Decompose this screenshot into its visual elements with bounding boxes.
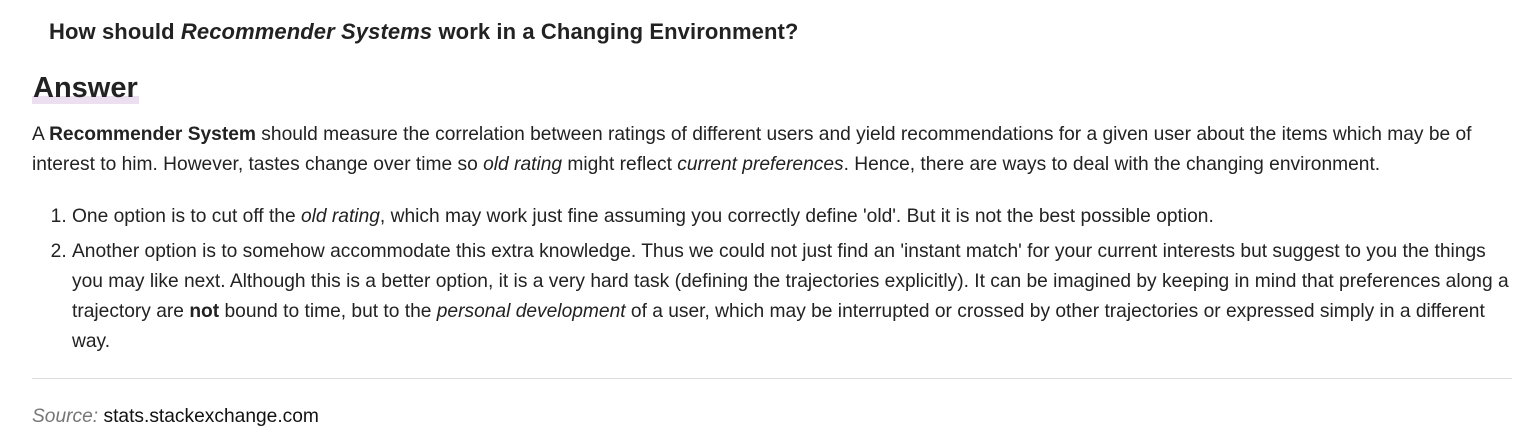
intro-text-2: should measure the correlation between r… — [32, 124, 1472, 175]
answer-heading: Answer — [32, 70, 139, 106]
source-label: Source: — [32, 406, 99, 427]
list-item: One option is to cut off the old rating,… — [72, 202, 1512, 232]
question-prefix: How should — [49, 19, 181, 44]
option-2-bold: not — [189, 301, 220, 322]
intro-italic-current-preferences: current preferences — [677, 154, 844, 175]
option-1-text-1: One option is to cut off the — [72, 206, 301, 227]
intro-text-1: A — [32, 124, 50, 145]
source-value: stats.stackexchange.com — [103, 406, 319, 427]
answer-intro-paragraph: A Recommender System should measure the … — [32, 120, 1512, 180]
intro-text-4: . Hence, there are ways to deal with the… — [843, 154, 1381, 175]
option-2-text-2: bound to time, but to the — [219, 301, 437, 322]
intro-italic-old-rating: old rating — [483, 154, 563, 175]
option-2-italic: personal development — [436, 301, 626, 322]
source-line: Source: stats.stackexchange.com — [32, 404, 319, 430]
intro-text-3: might reflect — [562, 154, 678, 175]
list-item: Another option is to somehow accommodate… — [72, 237, 1512, 357]
option-1-text-2: , which may work just fine assuming you … — [379, 206, 1214, 227]
question-suffix: work in a Changing Environment? — [432, 19, 799, 44]
question-title: How should Recommender Systems work in a… — [49, 19, 798, 45]
divider — [32, 378, 1512, 379]
option-2-text-3: of a user, which may be interrupted or c… — [72, 301, 1485, 352]
option-1-italic: old rating — [300, 206, 380, 227]
answer-heading-text: Answer — [32, 72, 139, 104]
option-2-text-1: Another option is to somehow accommodate… — [72, 241, 1509, 322]
question-emphasis: Recommender Systems — [180, 19, 433, 44]
intro-bold-term: Recommender System — [49, 124, 256, 145]
options-list: One option is to cut off the old rating,… — [32, 202, 1512, 362]
